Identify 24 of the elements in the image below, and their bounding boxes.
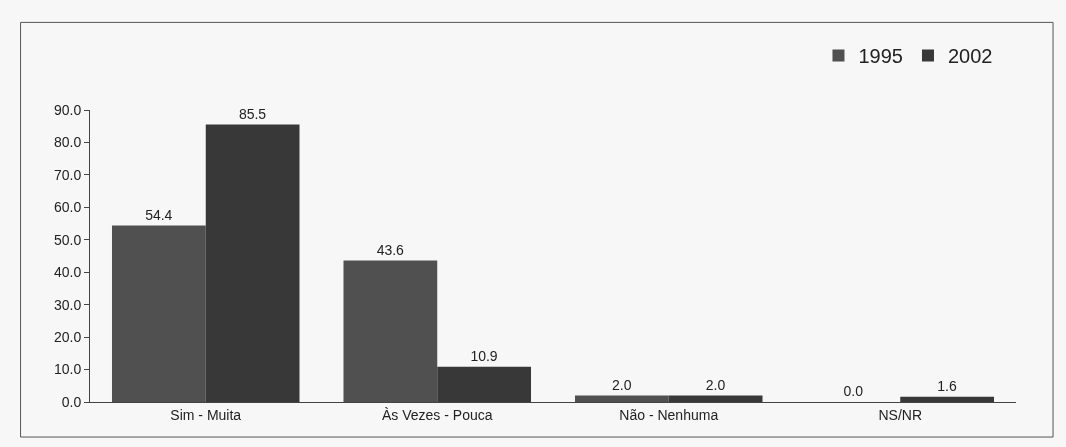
text: 2.0: [705, 376, 726, 393]
text: 85.5: [238, 105, 267, 122]
text: 0.0: [843, 383, 863, 399]
text: 43.6: [376, 241, 404, 258]
x-tick-label: NS/NR: [878, 406, 923, 423]
text: 10.9: [470, 347, 498, 364]
y-tick-label: 60.0: [53, 199, 82, 216]
y-tick-label: 90.0: [53, 101, 82, 118]
y-tick-label: 50.0: [53, 231, 82, 248]
text: 1.6: [937, 377, 957, 394]
text: 2.0: [612, 376, 632, 393]
y-tick-label: 40.0: [53, 264, 82, 281]
x-tick-label: Não - Nenhuma: [619, 406, 719, 423]
legend-label: 1995: [858, 45, 903, 68]
x-tick-label: Às Vezes - Pouca: [381, 406, 493, 423]
y-tick-label: 20.0: [53, 329, 82, 346]
y-tick-label: 80.0: [53, 134, 82, 151]
legend-label: 2002: [947, 45, 993, 68]
y-tick-label: 10.0: [53, 361, 82, 378]
x-tick-label: Sim - Muita: [170, 406, 242, 423]
text: 54.4: [145, 206, 173, 223]
y-tick-label: 70.0: [53, 166, 82, 183]
y-tick-label: 0.0: [61, 393, 82, 410]
y-tick-label: 30.0: [53, 296, 82, 313]
